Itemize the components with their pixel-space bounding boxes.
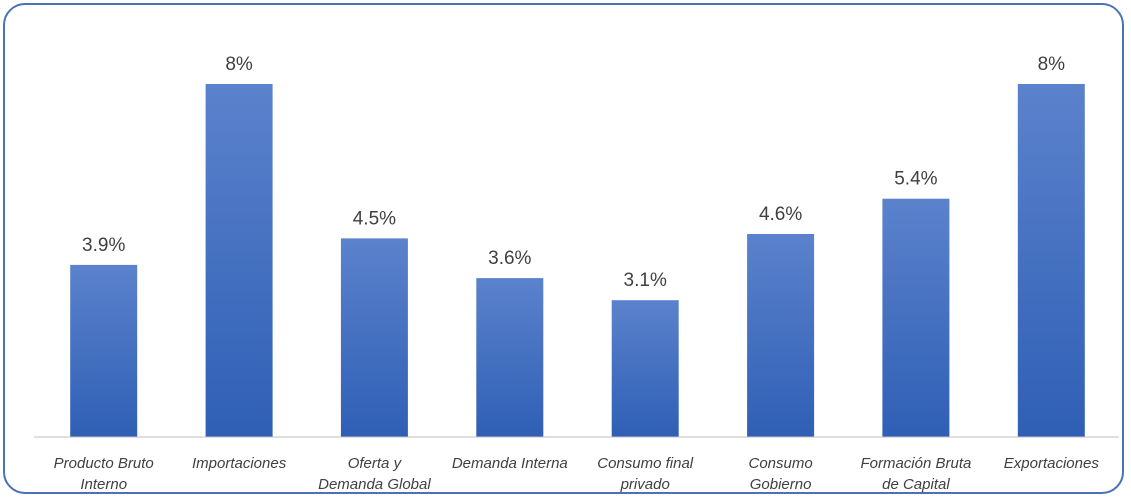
bar-4 bbox=[476, 278, 544, 437]
data-label-2: 8% bbox=[225, 54, 253, 75]
category-label-2: Importaciones bbox=[192, 455, 287, 472]
bar-5 bbox=[611, 300, 679, 437]
data-label-5: 3.1% bbox=[624, 270, 667, 291]
bar-2 bbox=[205, 84, 273, 437]
data-label-3: 4.5% bbox=[353, 208, 396, 229]
bar-3 bbox=[340, 238, 408, 437]
category-label-7: Formación Bruta de Capital bbox=[860, 455, 971, 493]
data-label-4: 3.6% bbox=[488, 248, 531, 269]
category-label-1: Producto Bruto Interno bbox=[54, 455, 154, 493]
category-label-4: Demanda Interna bbox=[452, 455, 568, 472]
bar-8 bbox=[1017, 84, 1085, 437]
data-label-1: 3.9% bbox=[82, 235, 125, 256]
category-label-3: Oferta y Demanda Global bbox=[318, 455, 431, 493]
category-label-5: Consumo final privado bbox=[597, 455, 694, 493]
bar-7 bbox=[882, 198, 950, 437]
bar-6 bbox=[747, 234, 815, 437]
category-label-8: Exportaciones bbox=[1004, 455, 1100, 472]
bar-1 bbox=[70, 264, 138, 437]
data-label-7: 5.4% bbox=[894, 169, 937, 190]
data-label-8: 8% bbox=[1038, 54, 1066, 75]
category-label-6: Consumo Gobierno bbox=[748, 455, 812, 493]
data-label-6: 4.6% bbox=[759, 204, 802, 225]
